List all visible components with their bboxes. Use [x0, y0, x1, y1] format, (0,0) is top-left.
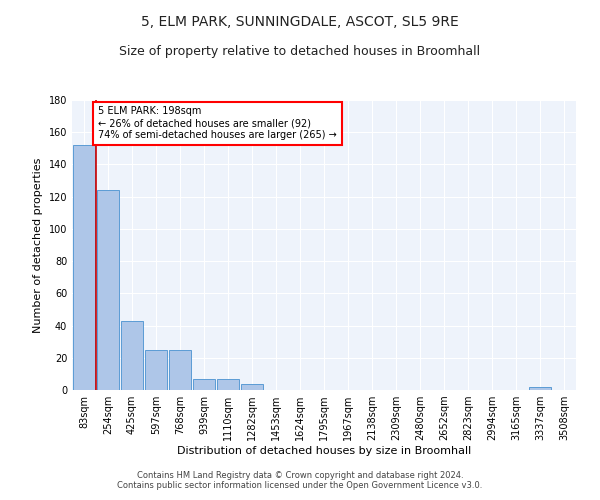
Bar — [169, 350, 191, 390]
Bar — [97, 190, 119, 390]
Bar — [529, 387, 551, 390]
Text: Contains HM Land Registry data © Crown copyright and database right 2024.
Contai: Contains HM Land Registry data © Crown c… — [118, 470, 482, 490]
Text: Size of property relative to detached houses in Broomhall: Size of property relative to detached ho… — [119, 45, 481, 58]
Bar — [73, 145, 95, 390]
Text: 5 ELM PARK: 198sqm
← 26% of detached houses are smaller (92)
74% of semi-detache: 5 ELM PARK: 198sqm ← 26% of detached hou… — [98, 106, 337, 140]
Bar — [193, 378, 215, 390]
Bar — [241, 384, 263, 390]
Bar — [145, 350, 167, 390]
Bar — [121, 320, 143, 390]
Y-axis label: Number of detached properties: Number of detached properties — [33, 158, 43, 332]
Text: 5, ELM PARK, SUNNINGDALE, ASCOT, SL5 9RE: 5, ELM PARK, SUNNINGDALE, ASCOT, SL5 9RE — [141, 15, 459, 29]
X-axis label: Distribution of detached houses by size in Broomhall: Distribution of detached houses by size … — [177, 446, 471, 456]
Bar — [217, 378, 239, 390]
